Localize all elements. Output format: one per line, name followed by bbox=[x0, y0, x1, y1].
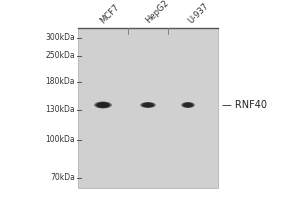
Ellipse shape bbox=[182, 102, 194, 108]
Ellipse shape bbox=[141, 102, 155, 108]
Ellipse shape bbox=[94, 102, 112, 108]
Ellipse shape bbox=[95, 102, 111, 108]
Text: 130kDa: 130kDa bbox=[45, 106, 75, 114]
Ellipse shape bbox=[142, 103, 154, 107]
Text: MCF7: MCF7 bbox=[99, 2, 122, 25]
Text: 300kDa: 300kDa bbox=[45, 33, 75, 43]
Text: 180kDa: 180kDa bbox=[46, 77, 75, 86]
Ellipse shape bbox=[140, 102, 156, 108]
Text: 100kDa: 100kDa bbox=[45, 136, 75, 144]
Ellipse shape bbox=[97, 102, 109, 108]
Ellipse shape bbox=[183, 103, 193, 107]
Bar bbox=[78, 28, 218, 188]
Ellipse shape bbox=[181, 102, 195, 108]
Text: U-937: U-937 bbox=[187, 1, 211, 25]
Text: 250kDa: 250kDa bbox=[45, 51, 75, 60]
Text: — RNF40: — RNF40 bbox=[222, 100, 267, 110]
Text: HepG2: HepG2 bbox=[144, 0, 170, 25]
Text: 70kDa: 70kDa bbox=[50, 173, 75, 182]
